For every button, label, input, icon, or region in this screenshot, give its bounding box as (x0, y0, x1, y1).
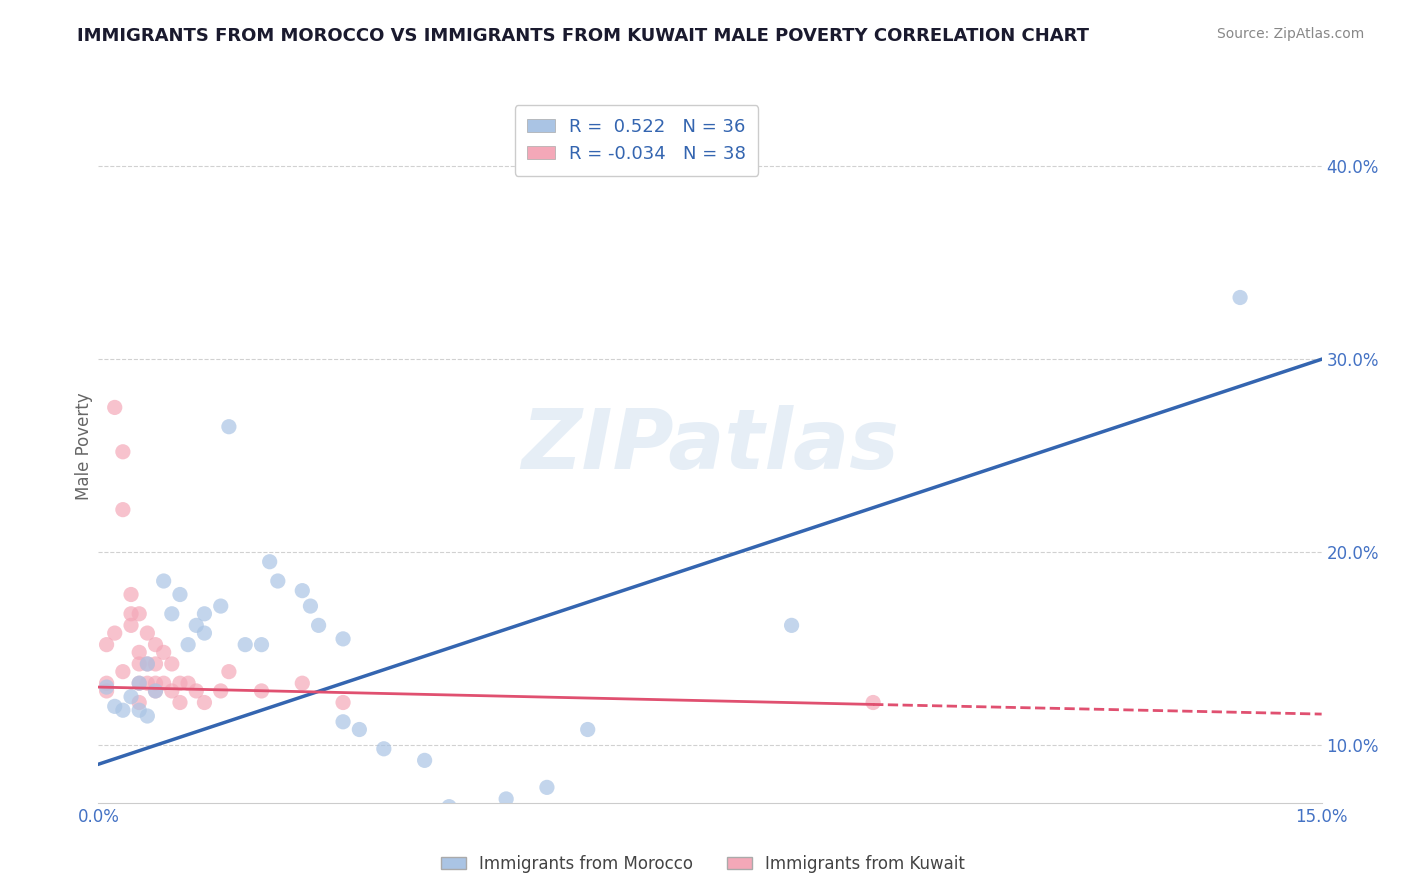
Point (145, 657, 167, 671)
Point (332, 714, 354, 729)
Point (120, 618, 142, 632)
Point (120, 607, 142, 621)
Point (169, 587, 191, 601)
Point (536, 780, 558, 795)
Point (308, 618, 330, 632)
Point (437, 799, 460, 814)
Point (152, 574, 174, 588)
Point (780, 618, 803, 632)
Point (233, 638, 256, 652)
Point (145, 684, 167, 698)
Point (145, 684, 167, 698)
Point (96, 680, 118, 694)
Point (160, 684, 183, 698)
Point (104, 626, 127, 640)
Point (193, 696, 215, 710)
Point (136, 709, 159, 723)
Point (111, 444, 134, 458)
Point (136, 657, 159, 671)
Point (128, 676, 150, 690)
Point (169, 696, 191, 710)
Point (332, 696, 354, 710)
Text: IMMIGRANTS FROM MOROCCO VS IMMIGRANTS FROM KUWAIT MALE POVERTY CORRELATION CHART: IMMIGRANTS FROM MOROCCO VS IMMIGRANTS FR… (77, 27, 1090, 45)
Point (136, 626, 159, 640)
Point (152, 645, 174, 659)
Point (128, 676, 150, 690)
Point (111, 703, 134, 717)
Point (128, 645, 150, 659)
Point (128, 703, 150, 717)
Point (120, 690, 142, 704)
Point (250, 684, 273, 698)
Point (332, 632, 354, 646)
Point (128, 657, 150, 671)
Point (267, 574, 290, 588)
Point (128, 696, 150, 710)
Point (218, 665, 240, 679)
Point (250, 638, 273, 652)
Point (111, 665, 134, 679)
Point (209, 684, 232, 698)
Point (120, 587, 142, 601)
Point (576, 723, 599, 737)
Point (177, 638, 200, 652)
Text: Source: ZipAtlas.com: Source: ZipAtlas.com (1216, 27, 1364, 41)
Point (373, 741, 395, 756)
Point (299, 599, 322, 613)
Point (862, 696, 884, 710)
Point (111, 502, 134, 516)
Point (160, 657, 183, 671)
Point (349, 723, 371, 737)
Point (96, 638, 118, 652)
Point (136, 676, 159, 690)
Point (96, 684, 118, 698)
Point (160, 607, 183, 621)
Point (218, 419, 240, 434)
Point (169, 676, 191, 690)
Point (152, 676, 174, 690)
Point (495, 792, 517, 806)
Point (96, 676, 118, 690)
Point (128, 607, 150, 621)
Point (193, 626, 215, 640)
Point (1229, 291, 1251, 305)
Text: ZIPatlas: ZIPatlas (522, 406, 898, 486)
Point (413, 753, 436, 767)
Point (259, 555, 281, 569)
Point (145, 638, 167, 652)
Legend: R =  0.522   N = 36, R = -0.034   N = 38: R = 0.522 N = 36, R = -0.034 N = 38 (515, 105, 758, 176)
Point (186, 618, 208, 632)
Point (104, 401, 127, 415)
Legend: Immigrants from Morocco, Immigrants from Kuwait: Immigrants from Morocco, Immigrants from… (434, 848, 972, 880)
Point (177, 676, 200, 690)
Point (291, 583, 314, 598)
Point (104, 699, 127, 714)
Point (145, 676, 167, 690)
Point (186, 684, 208, 698)
Point (193, 607, 215, 621)
Point (209, 599, 232, 613)
Point (291, 676, 314, 690)
Point (136, 657, 159, 671)
Y-axis label: Male Poverty: Male Poverty (75, 392, 93, 500)
